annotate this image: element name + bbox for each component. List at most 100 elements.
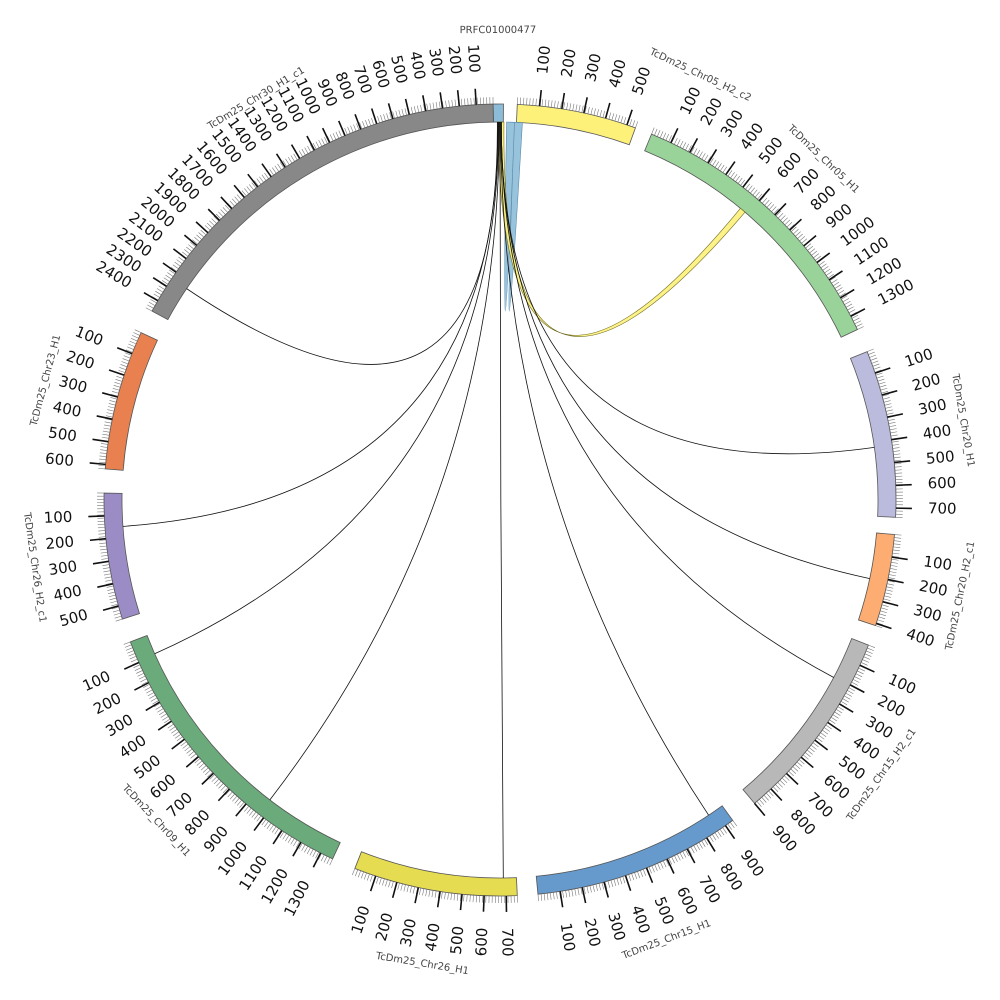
tick-label: 200	[372, 911, 397, 943]
tick-label: 100	[80, 667, 114, 695]
major-tick	[803, 235, 817, 247]
segment-name: PRFC01000477	[460, 25, 537, 36]
tick-label: 600	[472, 927, 491, 956]
major-tick	[758, 188, 771, 202]
tick-label: 300	[604, 910, 629, 942]
major-tick	[827, 721, 842, 733]
major-tick	[172, 248, 187, 260]
link	[500, 122, 834, 678]
major-tick	[816, 252, 831, 264]
major-tick	[882, 600, 899, 607]
major-tick	[742, 174, 754, 188]
segment-band	[151, 103, 494, 321]
major-tick	[247, 173, 259, 188]
major-tick	[603, 881, 610, 898]
tick-label: 400	[922, 421, 953, 443]
major-tick	[387, 103, 394, 119]
major-tick	[96, 415, 113, 420]
link	[154, 122, 500, 655]
segment-band	[849, 351, 897, 518]
major-tick	[770, 788, 783, 802]
tick-label: 200	[90, 689, 124, 718]
major-tick	[581, 887, 587, 904]
tick-label: 400	[52, 581, 84, 605]
major-tick	[312, 852, 322, 868]
major-tick	[686, 848, 696, 864]
major-tick	[561, 92, 566, 109]
segment-TcDm25_Chr15_H1: 100 200 300400500600700800900TcDm25_Chr15_…	[535, 805, 768, 962]
major-tick	[891, 436, 908, 441]
tick-label: 300	[917, 395, 949, 419]
major-tick	[195, 221, 209, 234]
tick-label: 200	[445, 45, 466, 75]
major-tick	[753, 802, 766, 817]
tick-label: 600	[44, 449, 74, 470]
tick-label: 200	[557, 47, 579, 78]
major-tick	[459, 894, 463, 911]
major-tick	[482, 895, 485, 912]
major-tick	[474, 88, 477, 105]
tick-label: 500	[47, 423, 78, 445]
tick-label: 400	[605, 57, 630, 89]
tick-label: 100	[43, 508, 72, 527]
major-tick	[220, 196, 233, 210]
tick-label: 200	[64, 347, 97, 373]
major-tick	[92, 438, 109, 443]
tick-label: 100	[73, 322, 106, 349]
segment-TcDm25_Chr09_H1: 1002003004005006007008009001000110012001…	[80, 634, 341, 919]
major-tick	[456, 90, 461, 107]
major-tick	[134, 681, 150, 691]
tick-label: 400	[422, 922, 444, 953]
major-tick	[439, 92, 444, 109]
minor-ticks	[651, 127, 864, 330]
link	[497, 121, 746, 337]
major-tick	[850, 308, 866, 317]
major-tick	[97, 582, 114, 588]
tick-label: 100	[557, 922, 579, 953]
minor-ticks	[145, 97, 494, 312]
link	[500, 122, 870, 579]
segment-band	[742, 638, 869, 804]
major-tick	[157, 720, 172, 731]
tick-label: 100	[533, 45, 554, 75]
segment-TcDm25_Chr30_H1_c1: 1002003004005006007008009001000110012001…	[93, 44, 494, 321]
major-tick	[859, 664, 875, 673]
major-tick	[145, 701, 160, 712]
minor-ticks	[867, 348, 903, 518]
major-tick	[101, 392, 118, 398]
tick-label: 300	[911, 601, 943, 626]
major-tick	[391, 882, 398, 898]
tick-label: 200	[581, 917, 605, 949]
major-tick	[789, 218, 802, 231]
tick-label: 400	[628, 903, 654, 936]
major-tick	[436, 891, 441, 908]
links	[122, 121, 875, 878]
tick-label: 400	[406, 50, 429, 82]
major-tick	[321, 127, 331, 143]
major-tick	[292, 841, 302, 857]
tick-label: 600	[927, 473, 956, 492]
major-tick	[123, 661, 140, 670]
tick-label: 300	[57, 372, 89, 397]
link	[500, 122, 709, 816]
major-tick	[261, 163, 272, 178]
minor-ticks	[352, 868, 518, 903]
tick-label: 700	[928, 499, 957, 518]
major-tick	[354, 114, 362, 130]
major-tick	[840, 288, 855, 299]
major-tick	[92, 560, 109, 565]
major-tick	[725, 161, 736, 176]
major-tick	[233, 184, 246, 199]
major-tick	[689, 137, 699, 153]
tick-label: 600	[673, 884, 701, 918]
major-tick	[874, 367, 891, 374]
tick-label: 700	[695, 873, 724, 907]
segment-TcDm25_Chr05_H1: 1002003004005006007008009001000110012001…	[644, 84, 917, 338]
segment-band	[535, 805, 734, 895]
tick-label: 800	[716, 860, 746, 894]
